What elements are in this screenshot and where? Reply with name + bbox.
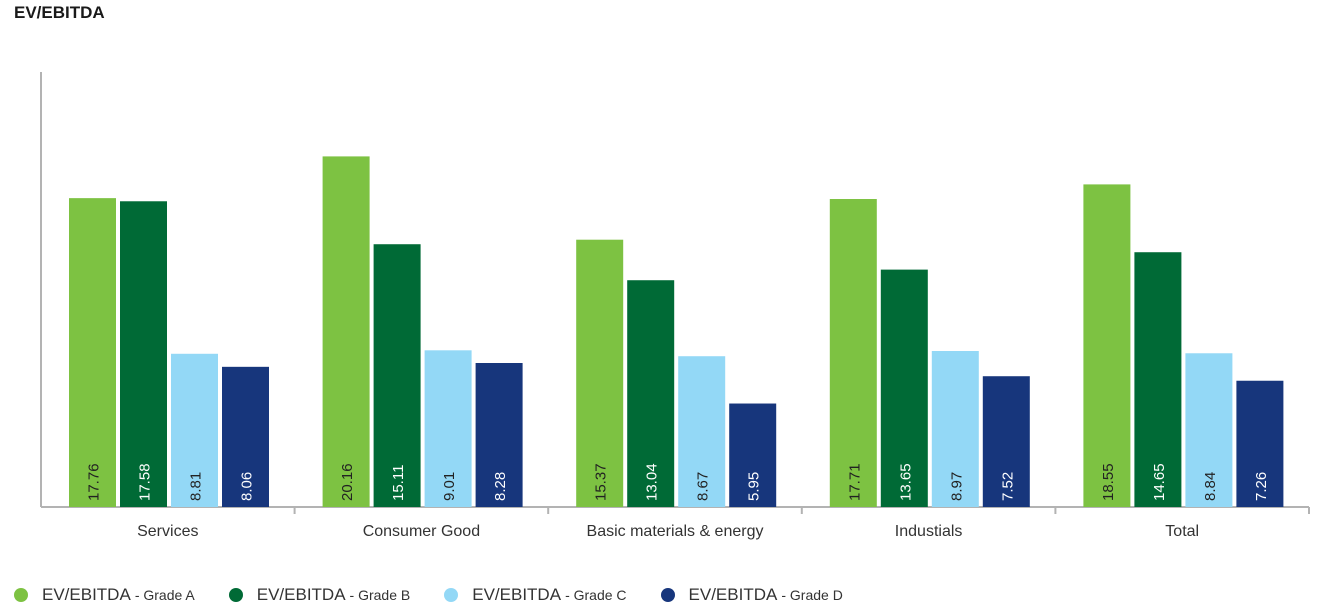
bar-4-5[interactable] bbox=[1236, 380, 1284, 507]
data-label: 17.71 bbox=[846, 463, 863, 501]
data-label: 15.11 bbox=[390, 465, 407, 501]
data-label: 5.95 bbox=[746, 472, 763, 501]
bar-2-3[interactable] bbox=[627, 280, 675, 507]
legend-dot-icon bbox=[660, 588, 675, 602]
data-label: 20.16 bbox=[339, 463, 356, 501]
bar-2-2[interactable] bbox=[373, 244, 421, 507]
bar-2-4[interactable] bbox=[880, 269, 928, 507]
legend-label: EV/EBITDA bbox=[42, 585, 131, 604]
legend-item-grade-d[interactable]: EV/EBITDA - Grade D bbox=[660, 585, 843, 605]
bar-1-3[interactable] bbox=[576, 239, 624, 508]
bar-4-4[interactable] bbox=[982, 376, 1030, 507]
data-label: 8.97 bbox=[948, 472, 965, 501]
bar-2-5[interactable] bbox=[1134, 252, 1182, 507]
legend-sublabel: - Grade A bbox=[134, 587, 195, 603]
data-label: 8.81 bbox=[188, 472, 205, 501]
data-label: 18.55 bbox=[1100, 463, 1117, 501]
data-label: 7.52 bbox=[999, 472, 1016, 501]
data-label: 8.84 bbox=[1202, 472, 1219, 501]
legend-sublabel: - Grade C bbox=[565, 587, 627, 603]
bar-2-1[interactable] bbox=[120, 201, 167, 508]
data-label: 7.26 bbox=[1253, 472, 1270, 501]
bars bbox=[69, 156, 1284, 508]
category-label: Basic materials & energy bbox=[587, 523, 764, 540]
bar-4-2[interactable] bbox=[475, 363, 523, 507]
bar-4-3[interactable] bbox=[729, 403, 777, 507]
legend-sublabel: - Grade B bbox=[349, 587, 411, 603]
legend-dot-icon bbox=[14, 588, 28, 602]
category-labels: Services Consumer Good Basic materials & e… bbox=[137, 523, 1199, 540]
category-label: Total bbox=[1165, 523, 1199, 540]
bar-1-4[interactable] bbox=[829, 199, 877, 508]
bar-3-5[interactable] bbox=[1185, 353, 1233, 507]
legend-label: EV/EBITDA bbox=[688, 585, 778, 604]
legend-dot-icon bbox=[228, 588, 243, 602]
legend-item-grade-a[interactable]: EV/EBITDA - Grade A bbox=[14, 585, 195, 605]
data-label: 14.65 bbox=[1151, 463, 1168, 501]
legend-dot-icon bbox=[444, 588, 459, 602]
category-label: Industials bbox=[895, 523, 963, 540]
legend: EV/EBITDA - Grade A EV/EBITDA - Grade B … bbox=[14, 585, 877, 605]
data-label: 13.04 bbox=[644, 463, 661, 501]
data-labels: 17.76 17.58 8.81 8.06 20.16 15.11 9.01 8.28 15.3… bbox=[86, 463, 1270, 501]
data-label: 17.58 bbox=[137, 463, 154, 501]
bar-chart: 17.76 17.58 8.81 8.06 20.16 15.11 9.01 8.28 15.3… bbox=[40, 72, 1310, 540]
category-label: Services bbox=[137, 523, 198, 540]
data-label: 8.06 bbox=[239, 472, 256, 501]
data-label: 9.01 bbox=[441, 472, 458, 501]
legend-label: EV/EBITDA bbox=[472, 585, 562, 604]
bar-3-2[interactable] bbox=[424, 350, 472, 507]
bar-1-5[interactable] bbox=[1083, 184, 1131, 508]
legend-item-grade-c[interactable]: EV/EBITDA - Grade C bbox=[444, 585, 627, 605]
data-label: 8.28 bbox=[492, 472, 509, 501]
bar-3-4[interactable] bbox=[931, 351, 979, 507]
data-label: 13.65 bbox=[897, 463, 914, 501]
chart-title: EV/EBITDA bbox=[14, 3, 105, 22]
legend-sublabel: - Grade D bbox=[781, 587, 843, 603]
bar-4-1[interactable] bbox=[222, 366, 269, 507]
bar-1-2[interactable] bbox=[322, 156, 370, 507]
bar-3-3[interactable] bbox=[678, 356, 726, 507]
data-label: 15.37 bbox=[593, 463, 610, 501]
bar-3-1[interactable] bbox=[171, 353, 218, 507]
bar-1-1[interactable] bbox=[69, 198, 116, 507]
data-label: 17.76 bbox=[86, 463, 103, 501]
legend-item-grade-b[interactable]: EV/EBITDA - Grade B bbox=[228, 585, 411, 605]
data-label: 8.67 bbox=[695, 472, 712, 501]
category-label: Consumer Good bbox=[363, 523, 480, 540]
legend-label: EV/EBITDA bbox=[256, 585, 346, 604]
